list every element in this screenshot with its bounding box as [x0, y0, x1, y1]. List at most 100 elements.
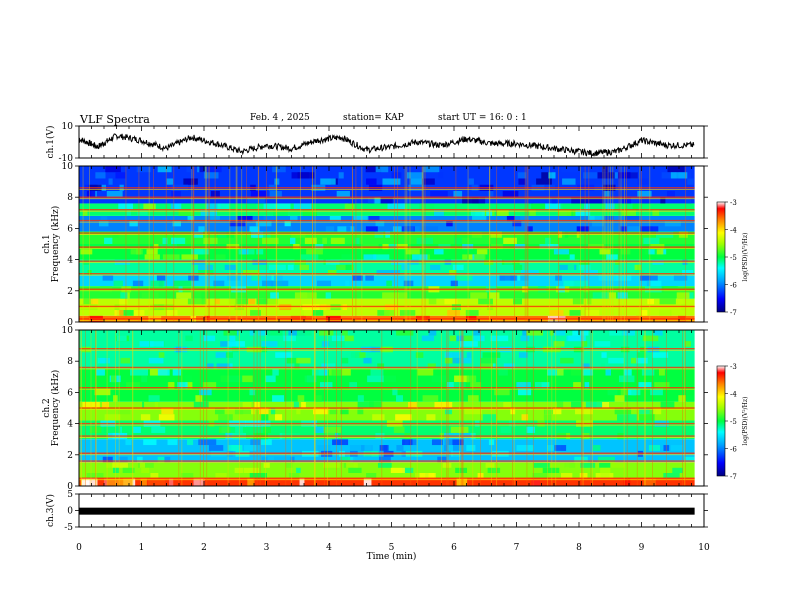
spectrogram-texture	[431, 375, 447, 383]
spectrogram-texture	[363, 478, 372, 486]
spectrogram-texture	[330, 237, 345, 244]
spectrogram-texture	[157, 166, 172, 173]
x-tick-label: 3	[264, 543, 270, 553]
spectrogram-texture	[614, 275, 632, 281]
spectrogram-texture	[631, 357, 642, 364]
spectrogram-texture	[114, 259, 131, 265]
spectrogram-texture	[273, 209, 288, 216]
spectrogram-texture	[345, 280, 350, 287]
spectrogram-texture	[617, 172, 630, 179]
x-tick-label: 8	[576, 543, 582, 553]
spectrogram-texture	[484, 259, 494, 265]
spectrogram-band	[79, 215, 695, 232]
spectrogram-texture	[648, 445, 661, 451]
spectrogram-texture	[329, 341, 346, 347]
spectrogram-texture	[340, 408, 349, 415]
spectrogram-texture	[685, 197, 691, 204]
spectrogram-texture	[272, 166, 280, 173]
spectrogram-texture	[615, 259, 620, 265]
spectrogram-texture	[488, 190, 494, 198]
spectrogram-texture	[355, 352, 366, 358]
spectrogram-texture	[571, 197, 587, 204]
spectrogram-texture	[263, 462, 270, 468]
spectrogram-texture	[473, 330, 481, 336]
spectrogram-texture	[317, 445, 331, 451]
y-tick-label: 4	[67, 256, 73, 266]
spectrogram-texture	[172, 221, 182, 227]
spectrogram-texture	[462, 197, 479, 204]
spectrogram-texture	[229, 335, 236, 342]
spectrogram-texture	[106, 190, 123, 198]
spectrogram-texture	[386, 280, 392, 287]
spectrogram-texture	[241, 249, 249, 255]
spectrogram-texture	[237, 215, 253, 222]
spectrogram-texture	[476, 249, 488, 255]
spectrogram-texture	[684, 341, 691, 347]
spectrogram-texture	[273, 275, 283, 281]
spectrogram-texture	[185, 382, 193, 389]
spectrogram-texture	[220, 375, 229, 383]
spectrogram-texture	[531, 203, 548, 210]
x-tick-label: 10	[698, 543, 710, 553]
spectrogram-texture	[323, 426, 342, 433]
spectrogram-texture	[623, 478, 631, 486]
spectrogram-texture	[462, 335, 472, 342]
spectrogram-texture	[263, 298, 278, 305]
colorbar-tick-label: -6	[730, 446, 737, 454]
spectrogram-texture	[466, 445, 476, 451]
spectrogram-texture	[460, 341, 478, 347]
spectrogram-texture	[149, 341, 164, 347]
spectrogram-texture	[205, 166, 222, 173]
spectrogram-texture	[357, 395, 364, 402]
spectrogram-texture	[216, 363, 230, 369]
spectrogram-texture	[150, 473, 159, 479]
spectrogram-texture	[191, 259, 207, 265]
spectrogram-texture	[274, 203, 291, 210]
spectrogram-texture	[517, 388, 532, 396]
spectrogram-texture	[248, 298, 255, 305]
spectrogram-texture	[498, 369, 508, 376]
spectrogram-texture	[647, 298, 654, 305]
spectrogram-texture	[569, 254, 575, 260]
spectrogram-texture	[118, 456, 128, 463]
spectrogram-texture	[234, 304, 244, 311]
spectrogram-texture	[293, 401, 299, 408]
spectrogram-texture	[569, 310, 581, 316]
spectrogram-texture	[640, 275, 651, 281]
spectrogram-texture	[199, 166, 205, 173]
spectrogram-texture	[572, 298, 584, 305]
spectrogram-texture	[256, 203, 268, 210]
spectrogram-texture	[670, 172, 688, 179]
spectrogram-texture	[383, 375, 397, 383]
spectrogram-texture	[234, 408, 252, 415]
spectrogram-texture	[653, 408, 662, 415]
spectrogram-texture	[573, 346, 584, 353]
spectrogram-texture	[199, 388, 212, 396]
spectrogram-texture	[642, 335, 659, 342]
spectrogram-texture	[513, 298, 523, 305]
y-tick-label: 5	[67, 490, 73, 500]
spectrogram-texture	[526, 346, 535, 353]
spectrogram-texture	[403, 259, 419, 265]
spectrogram-texture	[576, 226, 590, 232]
spectrogram-texture	[478, 298, 493, 305]
spectrogram-texture	[579, 473, 588, 479]
spectrogram-texture	[100, 215, 108, 222]
spectrogram-texture	[294, 363, 300, 369]
spectrogram-texture	[663, 473, 680, 479]
spectrogram-texture	[132, 280, 144, 287]
spectrogram-texture	[296, 408, 301, 415]
spectrogram-texture	[642, 197, 651, 204]
spectrogram-texture	[470, 292, 488, 299]
spectrogram-texture	[468, 203, 479, 210]
spectrogram-texture	[647, 346, 660, 353]
spectrogram-texture	[526, 330, 543, 336]
spectrogram-texture	[120, 292, 128, 299]
spectrogram-texture	[466, 352, 472, 358]
spectrogram-texture	[430, 264, 441, 270]
spectrogram-texture	[180, 473, 194, 479]
colorbar-tick-label: -4	[730, 391, 737, 399]
spectrogram-texture	[214, 408, 225, 415]
y-tick-label: 0	[67, 507, 73, 517]
spectrogram-texture	[185, 375, 193, 383]
